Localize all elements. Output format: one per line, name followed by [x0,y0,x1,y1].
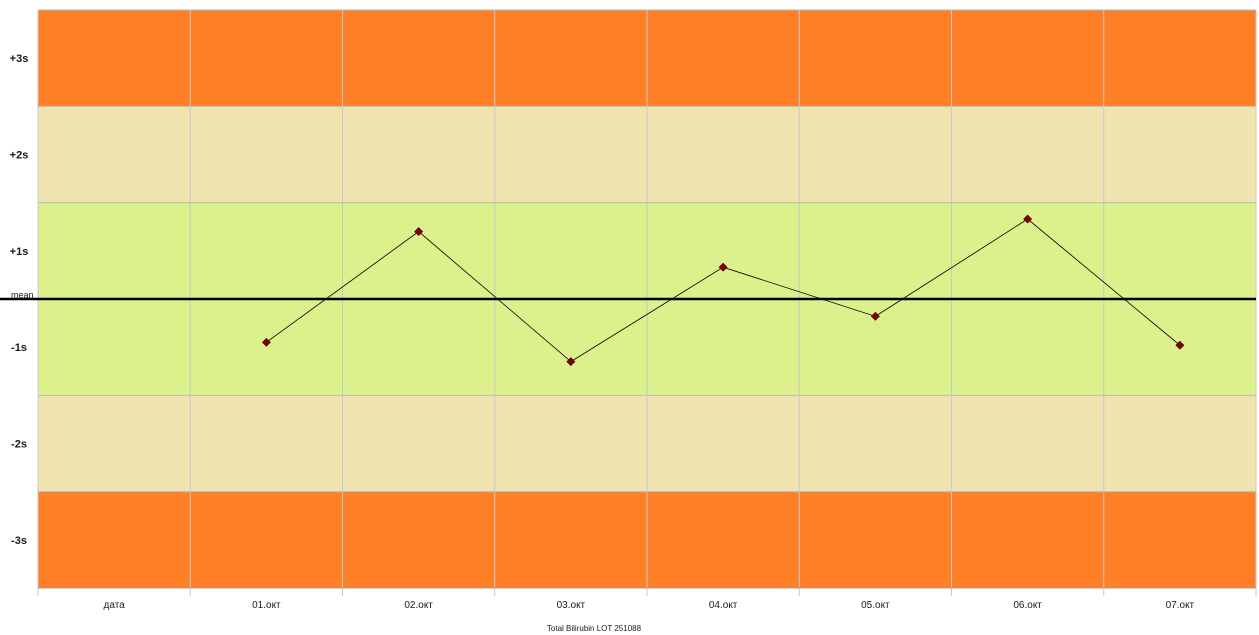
data-point [566,357,576,367]
x-tick-label: 07.окт [1166,600,1195,611]
x-tick-label: 06.окт [1013,600,1042,611]
data-point [261,337,271,347]
data-point [414,227,424,237]
data-point [870,311,880,321]
grid-lines [37,9,1257,596]
data-point [718,262,728,272]
data-points [261,214,1185,367]
chart-title: Total Bilirubin LOT 251088 [547,624,642,633]
x-tick-label: 03.окт [557,600,586,611]
band-label: -3s [11,535,27,547]
x-tick-labels: дата 01.окт 02.окт 03.окт 04.окт 05.окт 06.окт… [104,600,1195,611]
mean-label: mean [11,290,34,300]
band-label: +3s [10,53,29,65]
band-label: +1s [10,246,29,258]
band-label: -1s [11,342,27,354]
band-labels: +3s +2s +1s -1s -2s -3s [10,53,29,547]
x-tick-label: 01.окт [252,600,281,611]
band-label: -2s [11,439,27,451]
x-tick-label: 05.окт [861,600,890,611]
x-tick-label: дата [104,600,126,611]
x-tick-label: 02.окт [404,600,433,611]
x-tick-label: 04.окт [709,600,738,611]
data-point [1023,214,1033,224]
band-label: +2s [10,150,29,162]
data-point [1175,340,1185,350]
